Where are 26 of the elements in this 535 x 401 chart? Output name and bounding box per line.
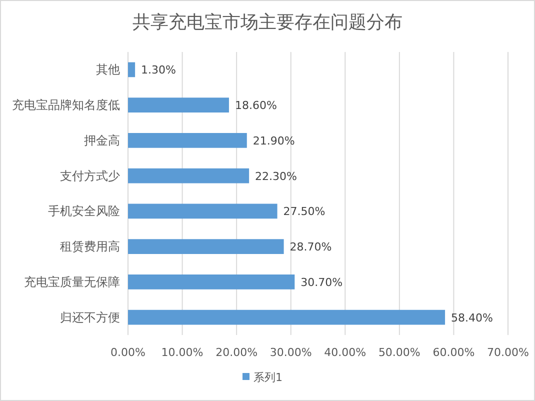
- x-tick-label: 40.00%: [324, 346, 366, 359]
- x-tick-label: 70.00%: [487, 346, 529, 359]
- y-tick-label: 支付方式少: [60, 168, 120, 183]
- x-tick-label: 30.00%: [270, 346, 312, 359]
- data-label: 28.70%: [290, 240, 332, 254]
- data-label: 30.70%: [300, 276, 343, 289]
- data-label: 21.90%: [252, 134, 295, 148]
- y-tick-label: 手机安全风险: [48, 204, 120, 218]
- legend-label: 系列1: [254, 371, 282, 384]
- data-label: 18.60%: [234, 99, 277, 112]
- chart-title: 共享充电宝市场主要存在问题分布: [132, 12, 402, 33]
- y-tick-label: 押金高: [84, 133, 120, 148]
- x-tick-label: 20.00%: [216, 346, 258, 359]
- x-tick-label: 60.00%: [432, 346, 475, 359]
- y-tick-label: 租赁费用高: [60, 240, 120, 254]
- data-label: 27.50%: [283, 205, 326, 218]
- y-tick-label: 充电宝质量无保障: [24, 274, 120, 289]
- x-tick-label: 0.00%: [110, 346, 146, 359]
- data-label: 58.40%: [451, 311, 493, 324]
- y-tick-label: 归还不方便: [60, 310, 120, 324]
- x-tick-label: 50.00%: [378, 346, 420, 359]
- data-label: 1.30%: [141, 64, 176, 77]
- x-tick-label: 10.00%: [161, 346, 204, 359]
- y-tick-label: 充电宝品牌知名度低: [12, 98, 120, 112]
- data-label: 22.30%: [255, 170, 298, 183]
- y-tick-label: 其他: [96, 62, 120, 77]
